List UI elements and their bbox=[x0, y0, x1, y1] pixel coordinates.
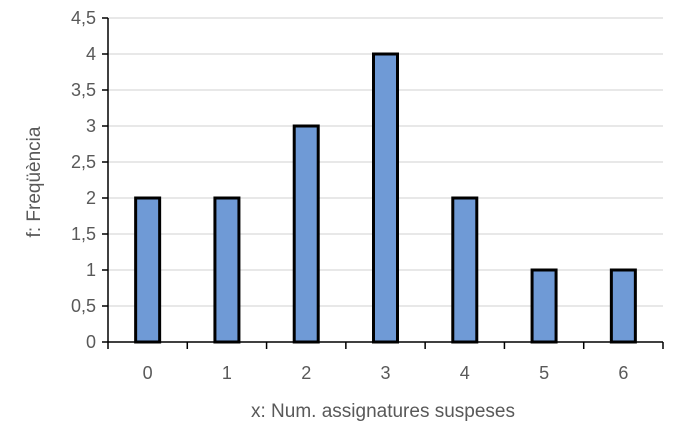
y-tick-labels: 0 0,5 1 1,5 2 2,5 3 3,5 4 4,5 bbox=[71, 8, 96, 352]
x-tick-label: 2 bbox=[301, 363, 311, 383]
y-tick-label: 1 bbox=[86, 260, 96, 280]
x-tick-label: 5 bbox=[539, 363, 549, 383]
x-tick-label: 3 bbox=[380, 363, 390, 383]
bar bbox=[213, 196, 241, 344]
y-tick-label: 2 bbox=[86, 188, 96, 208]
bar bbox=[530, 268, 558, 344]
bar bbox=[451, 196, 479, 344]
axes bbox=[102, 17, 664, 349]
y-axis-title: f: Freqüència bbox=[24, 126, 45, 237]
y-tick-label: 0,5 bbox=[71, 296, 96, 316]
bar bbox=[134, 196, 162, 344]
y-tick-label: 2,5 bbox=[71, 152, 96, 172]
bar bbox=[609, 268, 637, 344]
y-tick-label: 3,5 bbox=[71, 80, 96, 100]
y-tick-label: 3 bbox=[86, 116, 96, 136]
y-tick-label: 0 bbox=[86, 332, 96, 352]
bars bbox=[134, 52, 637, 344]
y-tick-label: 4,5 bbox=[71, 8, 96, 28]
x-tick-label: 6 bbox=[618, 363, 628, 383]
x-tick-label: 0 bbox=[143, 363, 153, 383]
x-tick-label: 4 bbox=[460, 363, 470, 383]
bar bbox=[372, 52, 399, 344]
y-tick-label: 4 bbox=[86, 44, 96, 64]
x-axis-title: x: Num. assignatures suspeses bbox=[251, 401, 515, 422]
x-tick-label: 1 bbox=[222, 363, 232, 383]
x-tick-labels: 0 1 2 3 4 5 6 bbox=[143, 363, 629, 383]
bar bbox=[292, 124, 320, 344]
y-tick-label: 1,5 bbox=[71, 224, 96, 244]
